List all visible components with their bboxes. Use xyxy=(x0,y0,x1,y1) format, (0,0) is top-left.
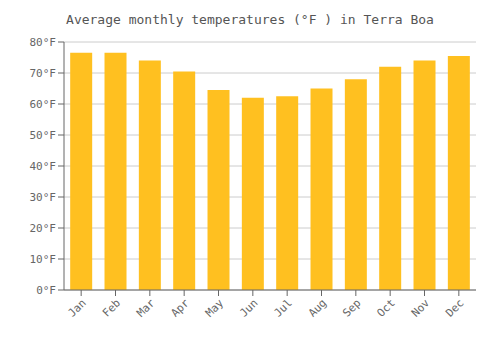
svg-text:20°F: 20°F xyxy=(30,222,57,235)
svg-text:Apr: Apr xyxy=(169,296,193,320)
svg-text:0°F: 0°F xyxy=(36,284,56,297)
svg-text:Oct: Oct xyxy=(375,296,398,319)
svg-text:80°F: 80°F xyxy=(30,36,57,49)
svg-text:Jun: Jun xyxy=(237,296,260,319)
svg-text:Feb: Feb xyxy=(100,296,123,319)
svg-text:70°F: 70°F xyxy=(30,67,57,80)
html-text:Average monthly temperatures (: Average monthly temperatures (°F ) in Te… xyxy=(66,12,434,27)
svg-text:50°F: 50°F xyxy=(30,129,57,142)
svg-text:Jan: Jan xyxy=(66,296,89,319)
svg-text:10°F: 10°F xyxy=(30,253,57,266)
svg-text:Nov: Nov xyxy=(409,296,433,320)
svg-text:May: May xyxy=(203,296,227,320)
svg-text:Mar: Mar xyxy=(134,296,158,320)
svg-text:30°F: 30°F xyxy=(30,191,57,204)
svg-text:Aug: Aug xyxy=(306,296,329,319)
svg-text:Sep: Sep xyxy=(340,296,363,319)
svg-text:Jul: Jul xyxy=(272,296,295,319)
svg-text:Dec: Dec xyxy=(443,296,466,319)
svg-text:40°F: 40°F xyxy=(30,160,57,173)
svg-text:60°F: 60°F xyxy=(30,98,57,111)
